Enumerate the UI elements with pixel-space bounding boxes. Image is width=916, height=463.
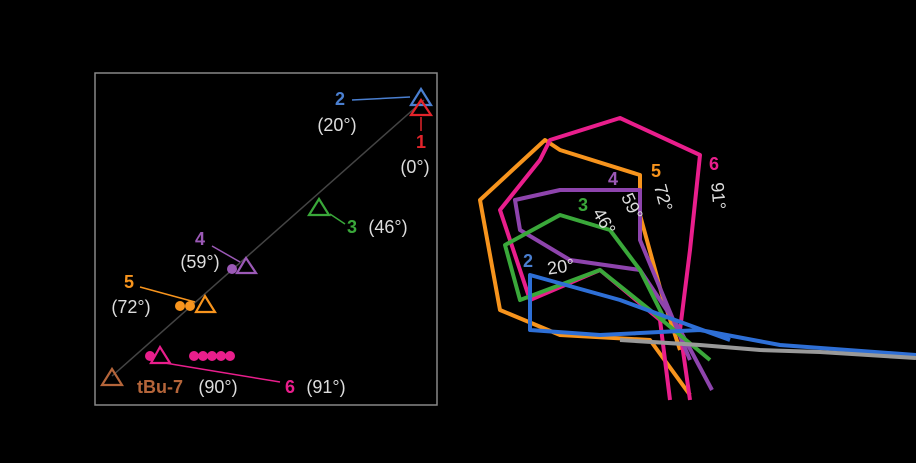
structure-3: [503, 213, 712, 362]
diagonal: [111, 99, 425, 377]
backbone: [619, 338, 916, 360]
triangle-tbu7: [100, 366, 124, 387]
dot: [225, 351, 235, 361]
leader: [164, 362, 281, 383]
overlay-label: 4: [608, 169, 618, 189]
triangle-3: [307, 196, 331, 217]
point-label: 4: [195, 229, 205, 249]
triangle-5: [194, 293, 217, 314]
leader: [329, 213, 346, 225]
panel-frame: [94, 72, 438, 406]
overlay-label: 2: [523, 251, 533, 271]
dot: [216, 351, 226, 361]
structure-2: [528, 273, 916, 357]
markers: [100, 86, 434, 387]
point-angle: (59°): [180, 252, 219, 272]
point-angle: (0°): [400, 157, 429, 177]
dot: [189, 351, 199, 361]
dot: [145, 351, 155, 361]
point-label: 6: [285, 377, 295, 397]
structure-5: [478, 138, 692, 397]
point-angle: (46°): [368, 217, 407, 237]
overlay-angle: 91°: [707, 181, 729, 210]
structure-4: [513, 188, 714, 391]
left-panel: 2 (20°) 1 (0°) 3 (46°) 4 (59°) 5 (72°) t…: [94, 72, 438, 406]
point-angle: (91°): [306, 377, 345, 397]
point-angle: (20°): [317, 115, 356, 135]
overlay-label: 3: [578, 195, 588, 215]
right-panel: [478, 116, 916, 401]
overlay-angle: 20°: [546, 255, 576, 279]
dot: [175, 301, 185, 311]
point-label: 3: [347, 217, 357, 237]
overlay-label: 5: [651, 161, 661, 181]
dots: [145, 264, 237, 361]
point-label: 1: [416, 132, 426, 152]
point-angle: (90°): [198, 377, 237, 397]
leaders: [139, 96, 422, 383]
leader: [139, 286, 196, 303]
dot: [185, 301, 195, 311]
point-label: 5: [124, 272, 134, 292]
point-angle: (72°): [111, 297, 150, 317]
triangle-1: [408, 98, 434, 117]
triangle-4: [235, 255, 259, 275]
triangle-2: [409, 86, 433, 107]
point-label: 2: [335, 89, 345, 109]
overlay-label: 6: [709, 154, 719, 174]
leader: [211, 245, 241, 263]
leader: [351, 96, 411, 101]
dot: [207, 351, 217, 361]
dot: [198, 351, 208, 361]
dot: [227, 264, 237, 274]
point-label: tBu-7: [137, 377, 183, 397]
triangle-6: [149, 344, 172, 365]
